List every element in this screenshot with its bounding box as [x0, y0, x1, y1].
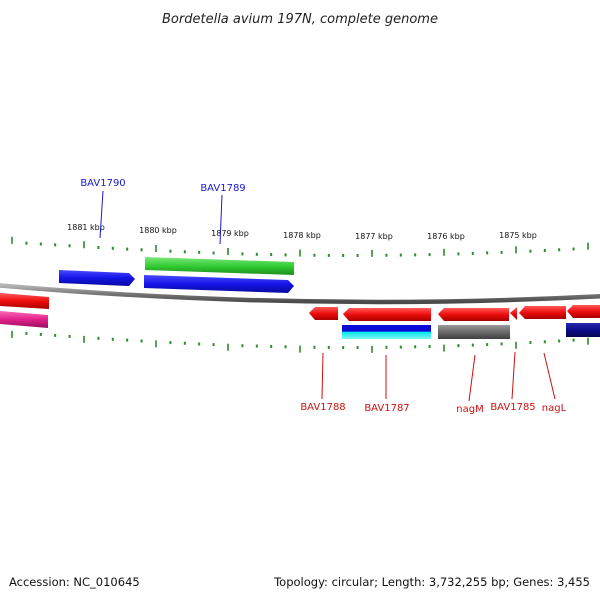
gene-right-red[interactable]	[567, 305, 600, 318]
gene-labels: BAV1790 BAV1789 BAV1788 BAV1787 nagM BAV…	[80, 178, 566, 415]
ruler-label-1877: 1877 kbp	[355, 232, 393, 241]
gene-label-bav1790: BAV1790	[80, 178, 125, 189]
ruler-label-1880: 1880 kbp	[139, 226, 177, 235]
ruler-label-1881: 1881 kbp	[67, 223, 105, 232]
reverse-genes	[0, 293, 600, 339]
gene-bav1789-green[interactable]	[145, 257, 294, 275]
gene-bav1787[interactable]	[343, 308, 431, 321]
gene-bav1785[interactable]	[510, 307, 517, 320]
ruler-labels: 1881 kbp 1880 kbp 1879 kbp 1878 kbp 1877…	[67, 223, 537, 241]
gene-right-navy[interactable]	[566, 323, 600, 337]
gene-label-bav1788: BAV1788	[300, 402, 345, 413]
gene-left-magenta[interactable]	[0, 311, 48, 328]
gene-label-bav1787: BAV1787	[364, 403, 409, 414]
gene-nagm[interactable]	[438, 308, 509, 321]
gene-nagm-gray[interactable]	[438, 325, 510, 339]
gene-left-red[interactable]	[0, 293, 49, 309]
upper-ruler	[11, 236, 589, 257]
ruler-label-1876: 1876 kbp	[427, 232, 465, 241]
leader-bav1788	[321, 352, 324, 400]
gene-label-nagl: nagL	[542, 403, 567, 414]
leader-bav1785	[511, 351, 516, 400]
accession-text: Accession: NC_010645	[9, 575, 140, 589]
ruler-label-1879: 1879 kbp	[211, 229, 249, 238]
gene-label-nagm: nagM	[456, 404, 483, 415]
ruler-label-1878: 1878 kbp	[283, 231, 321, 240]
lower-ruler	[11, 330, 589, 353]
forward-genes	[59, 257, 294, 293]
gene-nagl[interactable]	[519, 306, 566, 319]
leader-nagl	[543, 352, 556, 400]
leader-bav1790	[99, 190, 104, 239]
ruler-label-1875: 1875 kbp	[499, 231, 537, 240]
leader-nagm	[468, 354, 476, 402]
gene-bav1787-cyan[interactable]	[342, 325, 431, 339]
leader-bav1789	[219, 194, 223, 245]
genome-summary-text: Topology: circular; Length: 3,732,255 bp…	[273, 575, 590, 589]
genome-backbone	[0, 283, 600, 305]
gene-label-bav1789: BAV1789	[200, 183, 245, 194]
gene-bav1790-forward[interactable]	[59, 270, 135, 286]
map-title: Bordetella avium 197N, complete genome	[162, 12, 438, 27]
gene-bav1788[interactable]	[309, 307, 338, 320]
leader-lines	[99, 190, 556, 402]
gene-label-bav1785: BAV1785	[490, 402, 535, 413]
gene-bav1789-blue[interactable]	[144, 275, 294, 293]
